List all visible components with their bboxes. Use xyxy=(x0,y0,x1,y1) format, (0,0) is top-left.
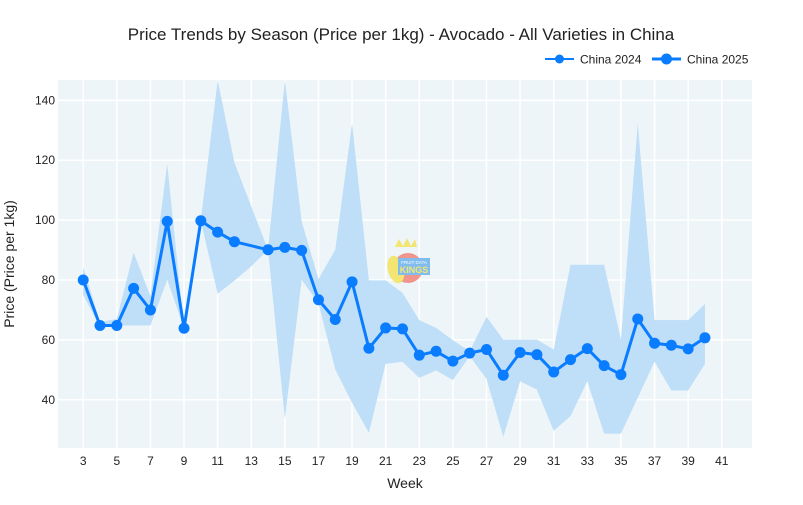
x-tick-label: 25 xyxy=(446,454,460,468)
y-tick-label: 40 xyxy=(42,393,56,407)
svg-text:KINGS: KINGS xyxy=(400,265,429,275)
legend-item-china-2025[interactable]: China 2025 xyxy=(652,53,749,67)
x-tick-label: 33 xyxy=(581,454,595,468)
fruit-data-kings-logo: FRUIT DATA KINGS xyxy=(387,238,430,284)
svg-text:FRUIT DATA: FRUIT DATA xyxy=(401,260,427,265)
data-point xyxy=(581,343,593,355)
data-point xyxy=(665,339,677,351)
data-point xyxy=(464,347,476,359)
y-tick-label: 140 xyxy=(35,93,55,107)
x-tick-label: 19 xyxy=(345,454,359,468)
data-point xyxy=(228,236,240,248)
x-axis-label: Week xyxy=(387,475,424,491)
legend-item-china-2024[interactable]: China 2024 xyxy=(545,53,642,67)
data-point xyxy=(598,360,610,372)
x-tick-label: 21 xyxy=(379,454,393,468)
x-tick-label: 37 xyxy=(648,454,662,468)
data-point xyxy=(279,241,291,253)
legend-label-china-2024: China 2024 xyxy=(580,53,642,67)
x-tick-label: 7 xyxy=(147,454,154,468)
data-point xyxy=(531,349,543,361)
data-point xyxy=(699,332,711,344)
data-point xyxy=(632,313,644,325)
data-point xyxy=(329,314,341,326)
data-point xyxy=(178,322,190,334)
data-point xyxy=(262,244,274,256)
chart-title: Price Trends by Season (Price per 1kg) -… xyxy=(128,25,675,44)
data-point xyxy=(346,276,358,288)
data-point xyxy=(413,349,425,361)
series-markers xyxy=(77,215,711,381)
data-point xyxy=(497,369,509,381)
x-tick-label: 9 xyxy=(181,454,188,468)
data-point xyxy=(363,342,375,354)
y-tick-label: 120 xyxy=(35,153,55,167)
x-tick-label: 29 xyxy=(513,454,527,468)
data-point xyxy=(615,369,627,381)
data-point xyxy=(212,226,224,238)
data-point xyxy=(144,304,156,316)
x-tick-label: 11 xyxy=(211,454,224,468)
data-point xyxy=(565,354,577,366)
data-point xyxy=(111,320,123,332)
data-point xyxy=(77,274,89,286)
x-tick-label: 15 xyxy=(278,454,292,468)
y-tick-label: 60 xyxy=(42,333,56,347)
x-tick-label: 5 xyxy=(113,454,120,468)
y-axis-ticks: 40 60 80 100 120 140 xyxy=(35,93,55,406)
legend-label-china-2025: China 2025 xyxy=(687,53,749,67)
data-point xyxy=(649,337,661,349)
data-point xyxy=(94,320,106,332)
x-axis-ticks: 3 5 7 9 11 13 15 17 19 21 23 25 27 29 31 33 35 37 39 41 xyxy=(80,454,729,468)
data-point xyxy=(548,366,560,378)
data-point xyxy=(296,244,308,256)
x-tick-label: 27 xyxy=(480,454,494,468)
y-axis-label: Price (Price per 1kg) xyxy=(1,200,17,328)
x-tick-label: 13 xyxy=(245,454,259,468)
data-point xyxy=(682,343,694,355)
x-tick-label: 17 xyxy=(312,454,326,468)
x-tick-label: 35 xyxy=(614,454,628,468)
data-point xyxy=(447,355,459,367)
data-point xyxy=(514,346,526,358)
y-tick-label: 80 xyxy=(42,273,56,287)
price-range-band xyxy=(83,80,705,437)
data-point xyxy=(128,282,140,294)
data-point xyxy=(380,322,392,334)
x-tick-label: 41 xyxy=(715,454,729,468)
x-tick-label: 3 xyxy=(80,454,87,468)
x-tick-label: 39 xyxy=(681,454,695,468)
legend: China 2024 China 2025 xyxy=(545,53,749,67)
y-tick-label: 100 xyxy=(35,213,55,227)
data-point xyxy=(396,323,408,335)
x-tick-label: 31 xyxy=(547,454,561,468)
x-tick-label: 23 xyxy=(413,454,427,468)
data-point xyxy=(312,294,324,306)
data-point xyxy=(195,215,207,227)
data-point xyxy=(161,215,173,227)
data-point xyxy=(480,343,492,355)
data-point xyxy=(430,345,442,357)
